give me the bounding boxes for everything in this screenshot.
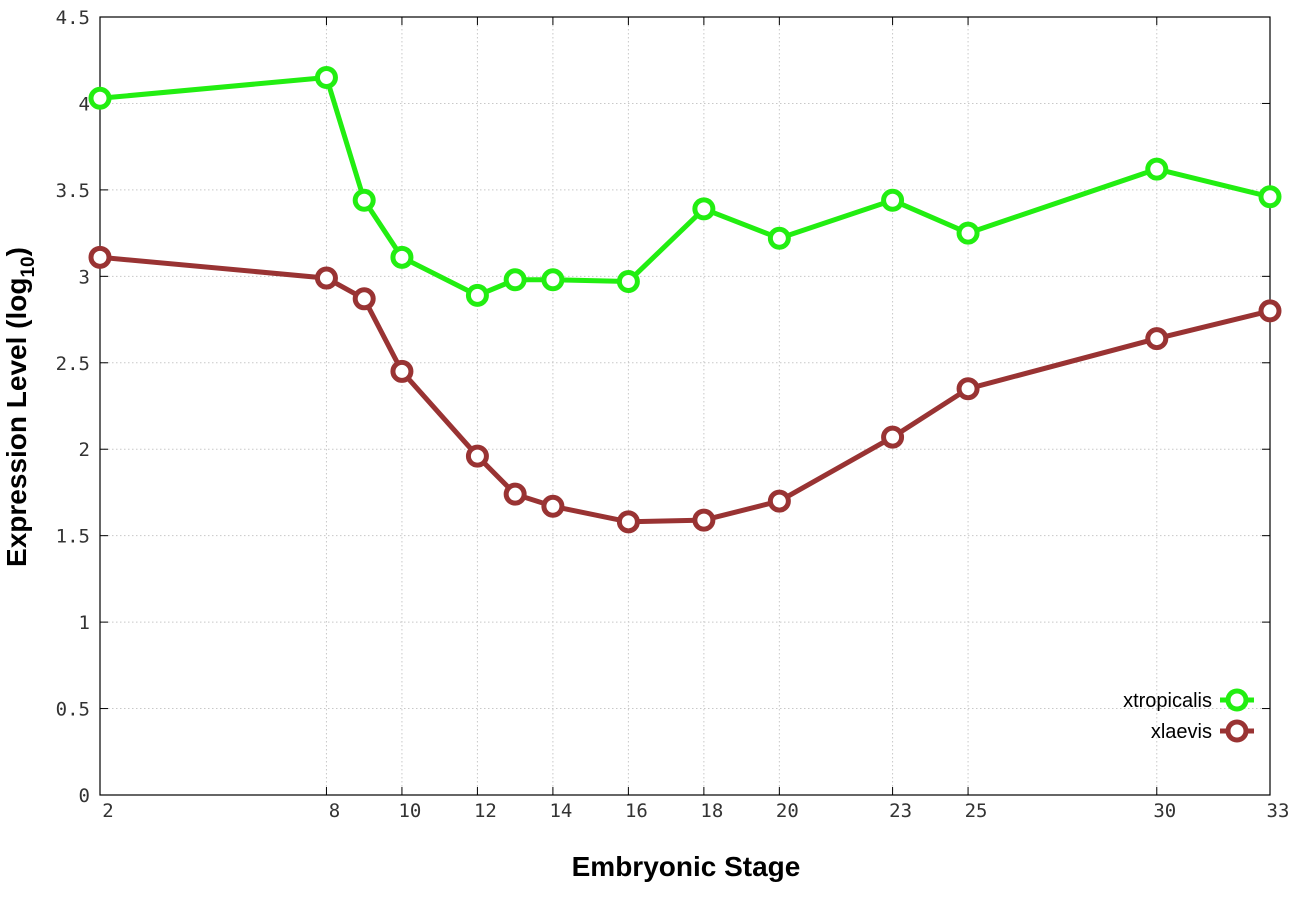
y-tick-label: 1	[79, 612, 90, 634]
data-point-xlaevis	[465, 444, 489, 468]
y-tick-label: 3.5	[56, 180, 90, 202]
y-axis-title-close: )	[1, 247, 32, 256]
data-point-xlaevis	[503, 482, 527, 506]
x-tick-label: 30	[1153, 800, 1176, 822]
y-axis-title: Expression Level (log10)	[1, 247, 39, 567]
y-tick-label: 1.5	[56, 526, 90, 548]
series-line-xlaevis	[99, 254, 1271, 525]
data-point-xtropicalis	[767, 226, 791, 250]
data-point-xlaevis	[881, 425, 905, 449]
data-point-xtropicalis	[314, 66, 338, 90]
grid-lines	[100, 17, 1270, 795]
data-point-xlaevis	[314, 266, 338, 290]
data-point-xtropicalis	[390, 245, 414, 269]
x-tick-label: 33	[1267, 800, 1290, 822]
data-point-xlaevis	[541, 494, 565, 518]
data-point-xlaevis	[767, 489, 791, 513]
data-point-xtropicalis	[616, 270, 640, 294]
plot-frame	[99, 16, 1271, 796]
axis-ticks: 2 8 10 12 14 16 18 20 23 25 30 33 0 0.5 1 1.5 2 2.5 3 3.5 4 4…	[56, 7, 1290, 822]
data-point-xlaevis	[1258, 299, 1282, 323]
x-tick-label: 8	[329, 800, 340, 822]
legend-label-xlaevis: xlaevis	[1151, 721, 1212, 743]
data-point-xtropicalis	[465, 283, 489, 307]
data-point-xlaevis	[692, 508, 716, 532]
x-axis-title: Embryonic Stage	[572, 851, 801, 882]
data-point-xtropicalis	[541, 268, 565, 292]
y-tick-label: 2	[79, 439, 90, 461]
legend-entry-xlaevis: xlaevis	[1151, 719, 1254, 743]
legend-entry-xtropicalis: xtropicalis	[1123, 688, 1254, 712]
x-tick-label: 25	[965, 800, 988, 822]
x-tick-label: 2	[102, 800, 113, 822]
y-tick-label: 2.5	[56, 353, 90, 375]
y-axis-title-subscript: 10	[18, 256, 39, 277]
data-point-xtropicalis	[503, 268, 527, 292]
data-point-xtropicalis	[956, 221, 980, 245]
data-point-xtropicalis	[88, 86, 112, 110]
data-point-xtropicalis	[1258, 185, 1282, 209]
data-point-xlaevis	[390, 359, 414, 383]
y-tick-label: 3	[79, 266, 90, 288]
legend-swatch-marker-xtropicalis	[1225, 688, 1249, 712]
data-point-xlaevis	[352, 287, 376, 311]
data-point-xlaevis	[88, 245, 112, 269]
data-point-xlaevis	[1145, 327, 1169, 351]
y-tick-label: 0.5	[56, 699, 90, 721]
y-tick-label: 4.5	[56, 7, 90, 29]
series-layer	[88, 66, 1282, 534]
y-axis-title-main: Expression Level (log	[1, 278, 32, 567]
series-xtropicalis	[88, 66, 1282, 307]
data-point-xlaevis	[956, 377, 980, 401]
x-tick-label: 16	[625, 800, 648, 822]
y-tick-label: 4	[79, 93, 90, 115]
legend-label-xtropicalis: xtropicalis	[1123, 690, 1212, 712]
legend: xtropicalis xlaevis	[1123, 688, 1254, 743]
data-point-xtropicalis	[692, 197, 716, 221]
x-tick-label: 14	[549, 800, 572, 822]
series-line-xtropicalis	[99, 75, 1271, 298]
y-tick-label: 0	[79, 785, 90, 807]
x-tick-label: 10	[398, 800, 421, 822]
data-point-xtropicalis	[1145, 157, 1169, 181]
x-tick-label: 23	[889, 800, 912, 822]
x-tick-label: 12	[474, 800, 497, 822]
x-tick-label: 18	[700, 800, 723, 822]
data-point-xlaevis	[616, 510, 640, 534]
data-point-xtropicalis	[352, 188, 376, 212]
legend-swatch-marker-xlaevis	[1225, 719, 1249, 743]
x-tick-label: 20	[776, 800, 799, 822]
data-point-xtropicalis	[881, 188, 905, 212]
series-xlaevis	[88, 245, 1282, 534]
